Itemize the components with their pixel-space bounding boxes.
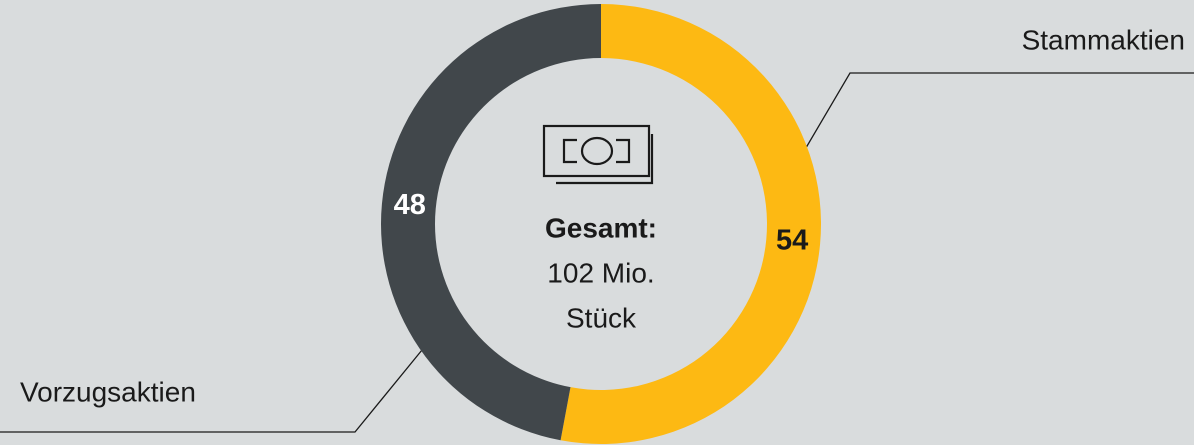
category-label: Vorzugsaktien xyxy=(20,376,196,407)
center-text: Gesamt: xyxy=(545,212,657,243)
donut-segment xyxy=(381,4,601,441)
leader-line xyxy=(0,349,423,433)
center-text: 102 Mio. xyxy=(547,257,654,288)
leader-line xyxy=(799,72,1194,159)
value-label: 48 xyxy=(394,189,426,221)
value-label: 54 xyxy=(776,224,808,256)
center-text: Stück xyxy=(566,302,637,333)
donut-segment xyxy=(560,4,821,444)
category-label: Stammaktien xyxy=(1022,24,1185,55)
banknote-icon xyxy=(542,124,654,185)
